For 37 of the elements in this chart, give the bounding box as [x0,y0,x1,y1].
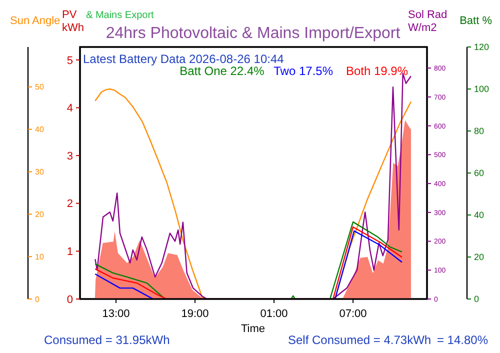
y-axis-title: Sun Angle [10,15,60,27]
y-tick-label: 0 [35,294,40,304]
y-tick-label: 20 [35,210,44,219]
y-tick-label: 4 [66,102,73,115]
y3-tick-label: 120 [474,42,490,52]
text: Two 17.5% [274,64,334,78]
annotation: Latest Battery Data 2026-08-26 10:44 [83,52,284,66]
y-tick-label: 1 [66,246,73,258]
x-axis-title: Time [240,323,266,335]
y3-tick-label: 100 [474,84,490,94]
text: Batt One 22.4% [180,64,265,78]
text: Self Consumed = 4.73kWh [288,333,432,347]
y2-axis-title: Sol Rad W/m2 [408,9,448,34]
y3-tick-label: 40 [474,210,484,220]
x-tick-label: 19:00 [181,308,209,320]
text: Consumed = 31.95kWh [44,333,170,347]
x-tick-label: 07:00 [339,308,367,320]
y-tick-label: 10 [35,252,44,262]
x-tick-label: 01:00 [260,308,288,320]
y3-axis-title: Batt % [460,15,492,27]
text: & Mains Export [86,10,154,21]
y3-tick-label: 20 [474,252,484,262]
y-tick-label: 50 [35,82,44,92]
chart-title: 24hrs Photovoltaic & Mains Import/Export [106,25,401,42]
y3-tick-label: 60 [474,168,484,178]
y-axis-title: PV kWh [62,9,84,34]
y3-tick-label: 0 [474,294,480,304]
y-tick-label: 3 [66,150,73,162]
text: = 14.80% [436,333,488,347]
y-tick-label: 30 [35,168,44,177]
y-tick-label: 5 [66,54,73,67]
text: Both 19.9% [346,64,408,78]
y-tick-label: 2 [66,198,73,210]
y3-tick-label: 80 [474,126,484,136]
y-tick-label: 0 [66,294,73,306]
y-tick-label: 40 [35,125,44,134]
x-tick-label: 13:00 [102,308,130,320]
